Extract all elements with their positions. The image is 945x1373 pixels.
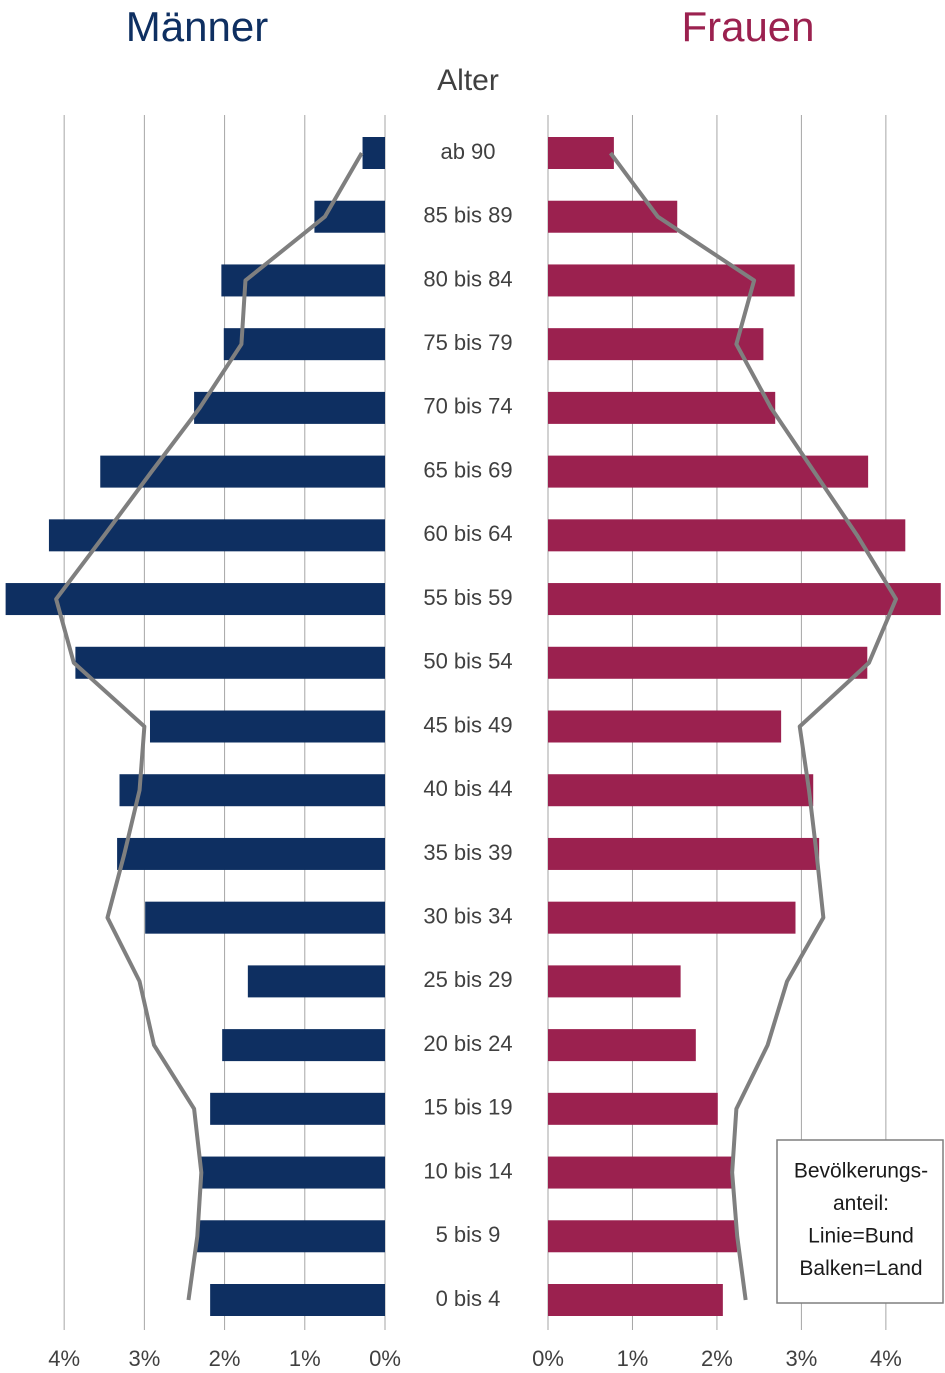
- bar: [196, 1220, 385, 1253]
- bar: [548, 1156, 733, 1189]
- legend-box: [776, 1139, 944, 1304]
- bar: [222, 1029, 385, 1062]
- bar: [210, 1092, 385, 1125]
- bar: [100, 455, 386, 488]
- bar: [548, 646, 868, 679]
- bar: [194, 391, 385, 424]
- x-tick-label: 4%: [48, 1346, 80, 1371]
- category-label: 70 bis 74: [423, 394, 512, 419]
- category-label: 35 bis 39: [423, 840, 512, 865]
- category-label: 15 bis 19: [423, 1095, 512, 1120]
- bar: [48, 519, 385, 552]
- bar: [117, 837, 386, 870]
- bar: [548, 583, 941, 616]
- bar: [548, 965, 681, 998]
- bar: [548, 774, 814, 807]
- x-tick-label: 1%: [289, 1346, 321, 1371]
- x-tick-label: 2%: [701, 1346, 733, 1371]
- category-label: 30 bis 34: [423, 903, 512, 928]
- bar: [548, 901, 796, 934]
- bar: [247, 965, 385, 998]
- category-label: 0 bis 4: [436, 1286, 501, 1311]
- bar: [548, 137, 614, 169]
- category-label: 50 bis 54: [423, 649, 512, 674]
- category-label: 55 bis 59: [423, 585, 512, 610]
- x-tick-label: 0%: [532, 1346, 564, 1371]
- x-tick-label: 1%: [617, 1346, 649, 1371]
- legend-text: Bevölkerungs-: [794, 1160, 928, 1183]
- legend-text: Balken=Land: [799, 1257, 922, 1280]
- bar: [548, 264, 795, 297]
- center-label: Alter: [437, 64, 499, 97]
- category-label: 85 bis 89: [423, 203, 512, 228]
- x-tick-label: 2%: [209, 1346, 241, 1371]
- bar: [362, 137, 385, 169]
- category-label: 45 bis 49: [423, 712, 512, 737]
- category-label: 5 bis 9: [436, 1222, 501, 1247]
- legend-text: anteil:: [833, 1192, 889, 1215]
- bar: [548, 837, 820, 870]
- category-label: 25 bis 29: [423, 967, 512, 992]
- category-label: 80 bis 84: [423, 266, 512, 291]
- x-tick-label: 4%: [870, 1346, 902, 1371]
- bund-line: [608, 151, 899, 1301]
- x-tick-label: 3%: [786, 1346, 818, 1371]
- x-tick-label: 0%: [369, 1346, 401, 1371]
- category-label: 65 bis 69: [423, 457, 512, 482]
- bar: [210, 1284, 385, 1316]
- bar: [145, 901, 385, 934]
- bar: [119, 774, 386, 807]
- bar: [548, 328, 764, 361]
- bar: [548, 1284, 723, 1316]
- category-label: 10 bis 14: [423, 1158, 512, 1183]
- bar: [548, 1092, 718, 1125]
- bund-line: [54, 151, 364, 1301]
- bar: [548, 710, 782, 743]
- category-label: 40 bis 44: [423, 776, 512, 801]
- bar: [223, 328, 385, 361]
- bar: [149, 710, 385, 743]
- bar: [75, 646, 385, 679]
- bar: [548, 1029, 696, 1062]
- category-label: ab 90: [440, 139, 495, 164]
- legend-text: Linie=Bund: [808, 1225, 914, 1248]
- bar: [548, 1220, 738, 1253]
- category-label: 75 bis 79: [423, 330, 512, 355]
- category-label: 20 bis 24: [423, 1031, 512, 1056]
- bar: [221, 264, 385, 297]
- bar: [200, 1156, 385, 1189]
- bar: [548, 519, 906, 552]
- category-label: 60 bis 64: [423, 521, 512, 546]
- x-tick-label: 3%: [128, 1346, 160, 1371]
- bar: [5, 583, 385, 616]
- panel-title: Männer: [126, 3, 268, 50]
- bar: [548, 391, 776, 424]
- panel-title: Frauen: [681, 3, 814, 50]
